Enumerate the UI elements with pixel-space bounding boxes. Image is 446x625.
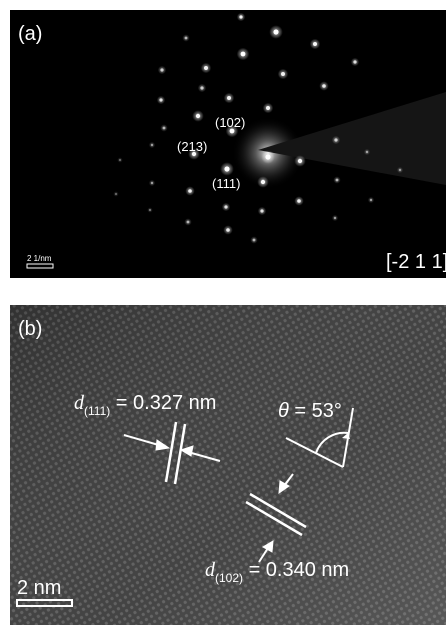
diffraction-spot xyxy=(322,84,326,88)
diffraction-spot xyxy=(266,106,270,110)
diffraction-spot-glow xyxy=(113,191,119,197)
zone-axis-label: [-2 1 1] xyxy=(386,251,446,273)
angle-value: = 53° xyxy=(289,400,342,422)
diffraction-spot xyxy=(260,209,264,213)
d102-fringe-marker xyxy=(245,473,307,563)
diffraction-spot xyxy=(297,158,303,164)
angle-annotation: θ = 53° xyxy=(278,400,342,422)
spot-label-213: (213) xyxy=(177,139,207,154)
d111-value: = 0.327 nm xyxy=(110,392,216,414)
diffraction-spot xyxy=(313,42,317,46)
diffraction-spot xyxy=(184,36,188,40)
diffraction-spot xyxy=(227,96,231,100)
diffraction-spot xyxy=(265,154,271,160)
diffraction-spot xyxy=(200,86,204,90)
diffraction-spot xyxy=(150,181,154,185)
diffraction-spot xyxy=(273,29,279,35)
diffraction-spot xyxy=(335,178,339,182)
diffraction-spot xyxy=(186,220,190,224)
diffraction-pattern-image: (a) (102) (213) (111) 2 1/nm [-2 1 1] xyxy=(18,12,446,273)
diffraction-spot xyxy=(226,228,230,232)
diffraction-spot xyxy=(204,66,208,70)
diffraction-pattern-panel: (a) (102) (213) (111) 2 1/nm [-2 1 1] xyxy=(10,10,446,278)
d102-symbol: d xyxy=(205,559,216,581)
diffraction-spot xyxy=(229,128,235,134)
diffraction-spot xyxy=(239,15,243,19)
diffraction-spot xyxy=(159,98,163,102)
d111-symbol: d xyxy=(74,392,85,414)
diffraction-spot xyxy=(160,68,164,72)
diffraction-spot xyxy=(281,72,285,76)
angle-symbol: θ xyxy=(278,400,289,422)
hrtem-lattice-image: (b) d(111) = 0.327 nm θ = 53° xyxy=(10,305,446,625)
diffraction-spot xyxy=(224,166,230,172)
diffraction-spot xyxy=(365,150,369,154)
scale-bar-a xyxy=(26,263,54,269)
diffraction-spot xyxy=(224,205,228,209)
spot-label-102: (102) xyxy=(215,115,245,130)
diffraction-spot-glow xyxy=(147,207,153,213)
diffraction-spot xyxy=(162,126,166,130)
diffraction-spot xyxy=(195,113,201,119)
diffraction-spot xyxy=(333,216,337,220)
diffraction-spot-glow xyxy=(396,166,404,174)
scale-bar-label-a: 2 1/nm xyxy=(27,254,52,263)
diffraction-spot xyxy=(188,189,192,193)
hrtem-lattice-panel: (b) d(111) = 0.327 nm θ = 53° xyxy=(10,305,446,625)
d102-subscript: (102) xyxy=(215,571,243,585)
d111-fringe-marker xyxy=(123,421,221,485)
diffraction-spot xyxy=(150,143,154,147)
d111-annotation: d(111) = 0.327 nm xyxy=(74,392,216,418)
diffraction-spot-glow xyxy=(117,157,123,163)
panel-b-label: (b) xyxy=(18,318,42,340)
d102-annotation: d(102) = 0.340 nm xyxy=(205,559,349,585)
diffraction-spot xyxy=(398,168,402,172)
scale-bar-b xyxy=(16,599,73,607)
d111-subscript: (111) xyxy=(84,404,110,418)
diffraction-spots xyxy=(113,12,404,244)
diffraction-spot xyxy=(240,51,246,57)
diffraction-spot xyxy=(260,179,266,185)
diffraction-spot xyxy=(119,159,121,161)
beam-stop xyxy=(258,92,446,185)
diffraction-spot xyxy=(252,238,256,242)
diffraction-spot xyxy=(334,138,338,142)
diffraction-spot xyxy=(149,209,151,211)
diffraction-spot xyxy=(353,60,357,64)
diffraction-spot xyxy=(369,198,373,202)
diffraction-spot xyxy=(191,151,197,157)
d102-value: = 0.340 nm xyxy=(243,559,349,581)
spot-label-111: (111) xyxy=(212,176,240,191)
lattice-shading xyxy=(10,305,446,625)
diffraction-spot xyxy=(115,193,117,195)
diffraction-spot xyxy=(297,199,301,203)
scale-bar-label-b: 2 nm xyxy=(17,577,61,599)
angle-marker xyxy=(285,407,354,468)
panel-a-label: (a) xyxy=(18,23,42,45)
